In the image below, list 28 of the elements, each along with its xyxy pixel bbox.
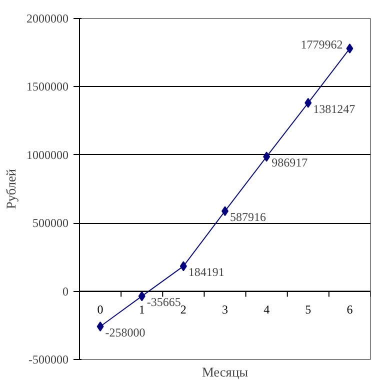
x-tick-label: 4: [264, 302, 270, 316]
x-tick-label: 0: [97, 302, 104, 316]
y-axis-title: Рублей: [4, 168, 18, 210]
data-label: 184191: [188, 265, 224, 280]
point: [346, 44, 354, 54]
y-tick-label: 1500000: [26, 80, 68, 94]
x-tick-label: 6: [346, 302, 353, 316]
data-label: 1381247: [313, 102, 356, 116]
y-tick-label: 500000: [32, 216, 68, 230]
data-label: 1779962: [300, 38, 343, 52]
point: [96, 321, 104, 332]
data-label: 587916: [230, 210, 266, 224]
y-tick-label: 2000000: [26, 12, 68, 26]
point: [180, 261, 187, 272]
data-label: 986917: [272, 156, 308, 170]
y-tick-label: 1000000: [26, 148, 68, 162]
data-label: -258000: [105, 325, 146, 340]
point: [138, 291, 146, 302]
data-label: -35665: [146, 295, 181, 310]
point: [304, 98, 312, 108]
y-tick-label: 0: [62, 284, 68, 298]
x-tick-label: 1: [138, 302, 145, 316]
x-axis-title: Месяцы: [202, 364, 248, 380]
x-tick-label: 3: [222, 302, 228, 316]
y-tick-label: -500000: [28, 352, 69, 366]
x-tick-label: 5: [305, 302, 312, 316]
x-tick-label: 2: [180, 302, 186, 316]
point: [263, 152, 270, 162]
